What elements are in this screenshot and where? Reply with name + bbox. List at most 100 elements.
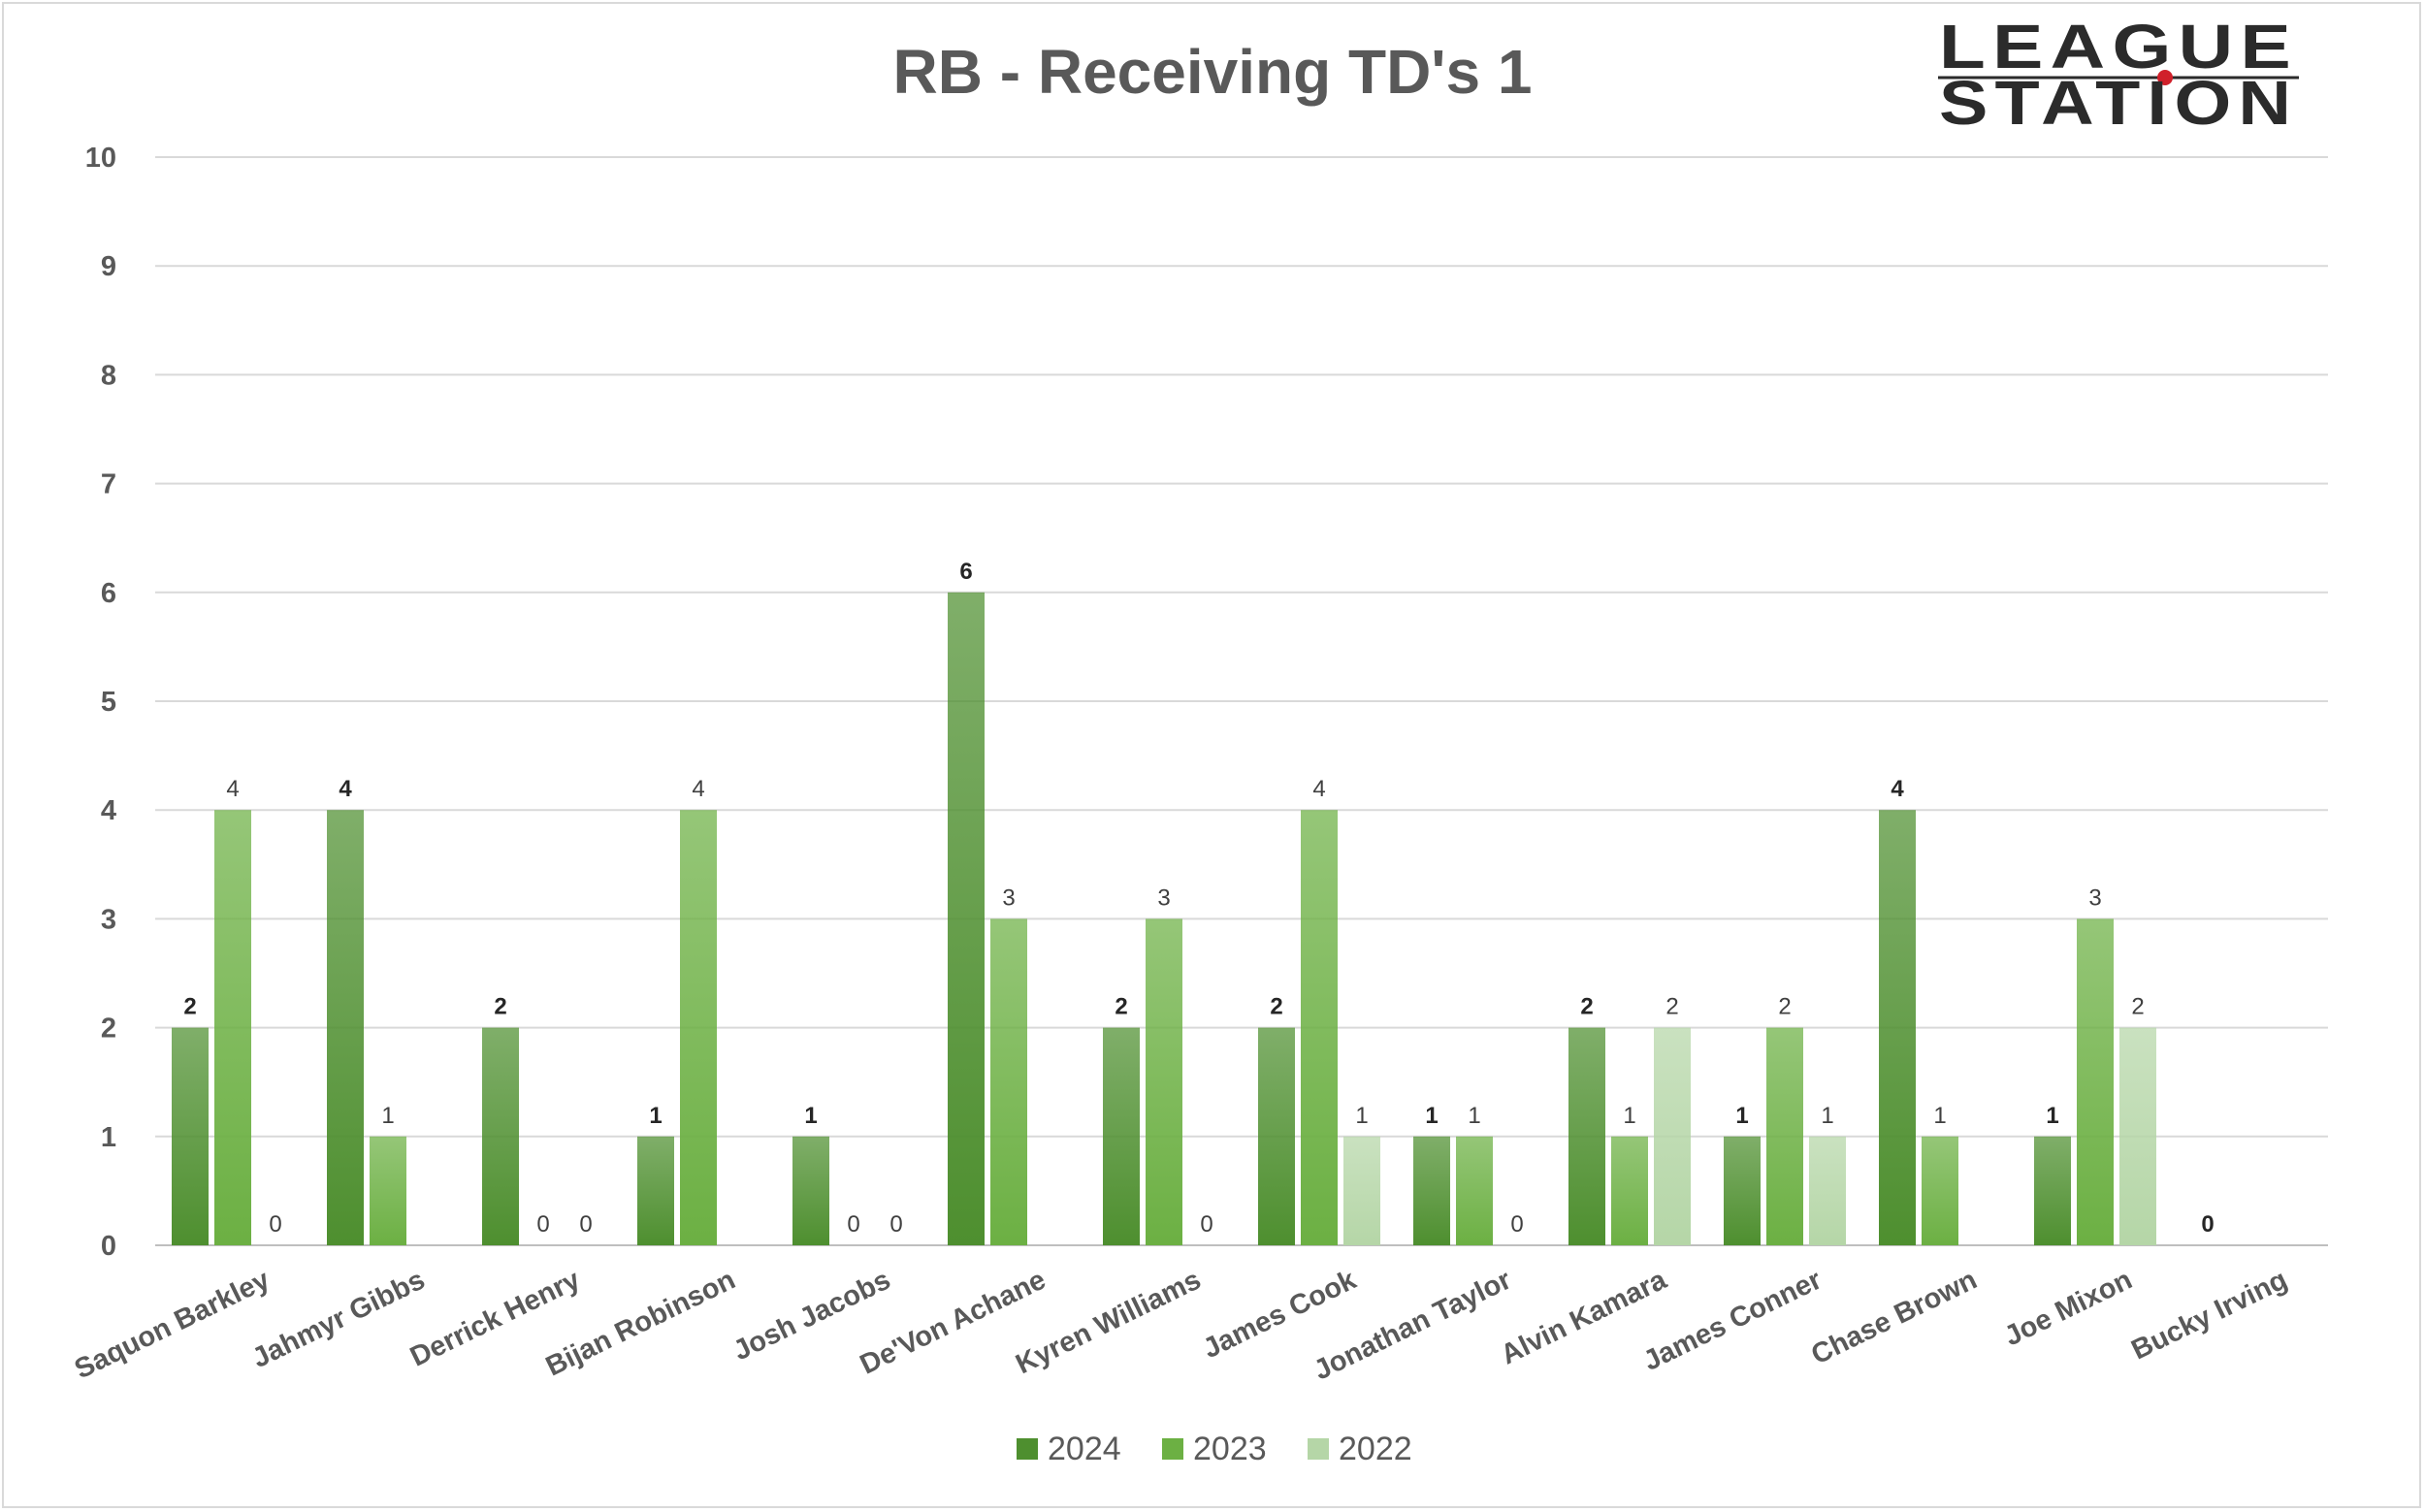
data-label: 1 bbox=[804, 1103, 817, 1129]
data-label: 0 bbox=[1200, 1211, 1212, 1238]
bar-2023 bbox=[1456, 1136, 1493, 1245]
gridlines bbox=[155, 156, 2328, 1246]
y-tick-label: 8 bbox=[101, 360, 116, 391]
data-label: 0 bbox=[1510, 1211, 1523, 1238]
data-label: 1 bbox=[1468, 1103, 1480, 1129]
bar-2023 bbox=[990, 918, 1027, 1245]
y-axis: 0 1 2 3 4 5 6 7 8 9 10 bbox=[85, 143, 116, 1262]
data-label: 2 bbox=[1115, 994, 1127, 1020]
data-label: 2 bbox=[2131, 994, 2144, 1020]
bar-2023 bbox=[1146, 918, 1182, 1245]
legend-swatch-2022 bbox=[1308, 1438, 1329, 1460]
bar-2022 bbox=[1654, 1027, 1691, 1245]
bar-2023 bbox=[1922, 1136, 1958, 1245]
y-tick-label: 0 bbox=[101, 1231, 116, 1262]
data-label: 4 bbox=[1891, 776, 1904, 802]
bar-2023 bbox=[370, 1136, 406, 1245]
x-tick-label: Bucky Irving bbox=[2127, 1265, 2292, 1367]
y-tick-label: 7 bbox=[101, 469, 116, 500]
y-tick-label: 9 bbox=[101, 251, 116, 282]
bar-2024 bbox=[2034, 1136, 2071, 1245]
bar-2024 bbox=[1724, 1136, 1761, 1245]
data-label: 4 bbox=[692, 776, 704, 802]
data-label: 0 bbox=[2201, 1211, 2214, 1238]
data-label: 2 bbox=[1665, 994, 1678, 1020]
data-label: 2 bbox=[183, 994, 196, 1020]
bar-2024 bbox=[327, 810, 364, 1245]
data-label: 1 bbox=[2046, 1103, 2058, 1129]
data-label: 0 bbox=[536, 1211, 549, 1238]
x-tick-label: James Conner bbox=[1638, 1265, 1827, 1377]
bar-2024 bbox=[172, 1027, 209, 1245]
bar-2023 bbox=[680, 810, 717, 1245]
bar-2022 bbox=[2119, 1027, 2156, 1245]
data-label: 2 bbox=[1778, 994, 1791, 1020]
data-label: 1 bbox=[381, 1103, 394, 1129]
data-label: 1 bbox=[1735, 1103, 1748, 1129]
bars bbox=[172, 592, 2156, 1245]
x-tick-label: Chase Brown bbox=[1806, 1265, 1982, 1371]
y-tick-label: 5 bbox=[101, 687, 116, 718]
y-tick-label: 10 bbox=[85, 143, 116, 174]
bar-2024 bbox=[1413, 1136, 1450, 1245]
data-label: 1 bbox=[1623, 1103, 1635, 1129]
bar-2024 bbox=[948, 592, 985, 1245]
data-label: 1 bbox=[1355, 1103, 1368, 1129]
data-label: 2 bbox=[494, 994, 506, 1020]
x-tick-label: Joe Mixon bbox=[2000, 1265, 2137, 1353]
data-label: 1 bbox=[649, 1103, 662, 1129]
bar-2024 bbox=[792, 1136, 829, 1245]
data-label: 4 bbox=[1312, 776, 1325, 802]
bar-2023 bbox=[1611, 1136, 1648, 1245]
bar-2024 bbox=[637, 1136, 674, 1245]
y-tick-label: 2 bbox=[101, 1013, 116, 1045]
bar-2024 bbox=[482, 1027, 519, 1245]
data-label: 2 bbox=[1580, 994, 1593, 1020]
legend-label: 2024 bbox=[1048, 1431, 1121, 1467]
data-label: 0 bbox=[847, 1211, 859, 1238]
data-label: 3 bbox=[1002, 885, 1015, 911]
data-label: 2 bbox=[1270, 994, 1282, 1020]
y-tick-label: 6 bbox=[101, 578, 116, 609]
bar-2023 bbox=[214, 810, 251, 1245]
x-tick-label: Saquon Barkley bbox=[70, 1265, 275, 1386]
data-label: 3 bbox=[2088, 885, 2101, 911]
legend: 2024 2023 2022 bbox=[1017, 1431, 1412, 1467]
y-tick-label: 3 bbox=[101, 904, 116, 935]
data-label: 1 bbox=[1821, 1103, 1833, 1129]
logo-dot bbox=[2157, 70, 2173, 85]
data-labels: 2 4 0 4 1 2 0 0 1 4 1 0 0 6 3 2 3 0 2 4 1 1 1 0 2 1 2 1 2 1 4 1 1 3 2 0 bbox=[183, 559, 2214, 1238]
data-label: 4 bbox=[226, 776, 239, 802]
data-label: 6 bbox=[959, 559, 972, 585]
bar-2024 bbox=[1879, 810, 1916, 1245]
bar-2022 bbox=[1343, 1136, 1380, 1245]
bar-2022 bbox=[1809, 1136, 1846, 1245]
legend-label: 2022 bbox=[1339, 1431, 1412, 1467]
chart-title: RB - Receiving TD's 1 bbox=[893, 37, 1533, 107]
data-label: 0 bbox=[269, 1211, 281, 1238]
bar-2024 bbox=[1258, 1027, 1295, 1245]
y-tick-label: 4 bbox=[101, 795, 116, 826]
bar-2023 bbox=[1301, 810, 1338, 1245]
data-label: 4 bbox=[339, 776, 352, 802]
bar-2023 bbox=[2077, 918, 2114, 1245]
legend-swatch-2024 bbox=[1017, 1438, 1038, 1460]
data-label: 3 bbox=[1157, 885, 1170, 911]
data-label: 1 bbox=[1425, 1103, 1438, 1129]
bar-2024 bbox=[1568, 1027, 1605, 1245]
logo-line-1: LEAGUE bbox=[1939, 12, 2298, 81]
legend-swatch-2023 bbox=[1162, 1438, 1183, 1460]
data-label: 1 bbox=[1933, 1103, 1946, 1129]
y-tick-label: 1 bbox=[101, 1122, 116, 1153]
data-label: 0 bbox=[889, 1211, 902, 1238]
legend-label: 2023 bbox=[1193, 1431, 1267, 1467]
logo-line-2: STATION bbox=[1939, 68, 2298, 138]
league-station-logo: LEAGUE STATION bbox=[1938, 12, 2299, 138]
data-label: 0 bbox=[579, 1211, 592, 1238]
bar-2024 bbox=[1103, 1027, 1140, 1245]
bar-2023 bbox=[1766, 1027, 1803, 1245]
x-tick-label: Jahmyr Gibbs bbox=[247, 1265, 430, 1375]
